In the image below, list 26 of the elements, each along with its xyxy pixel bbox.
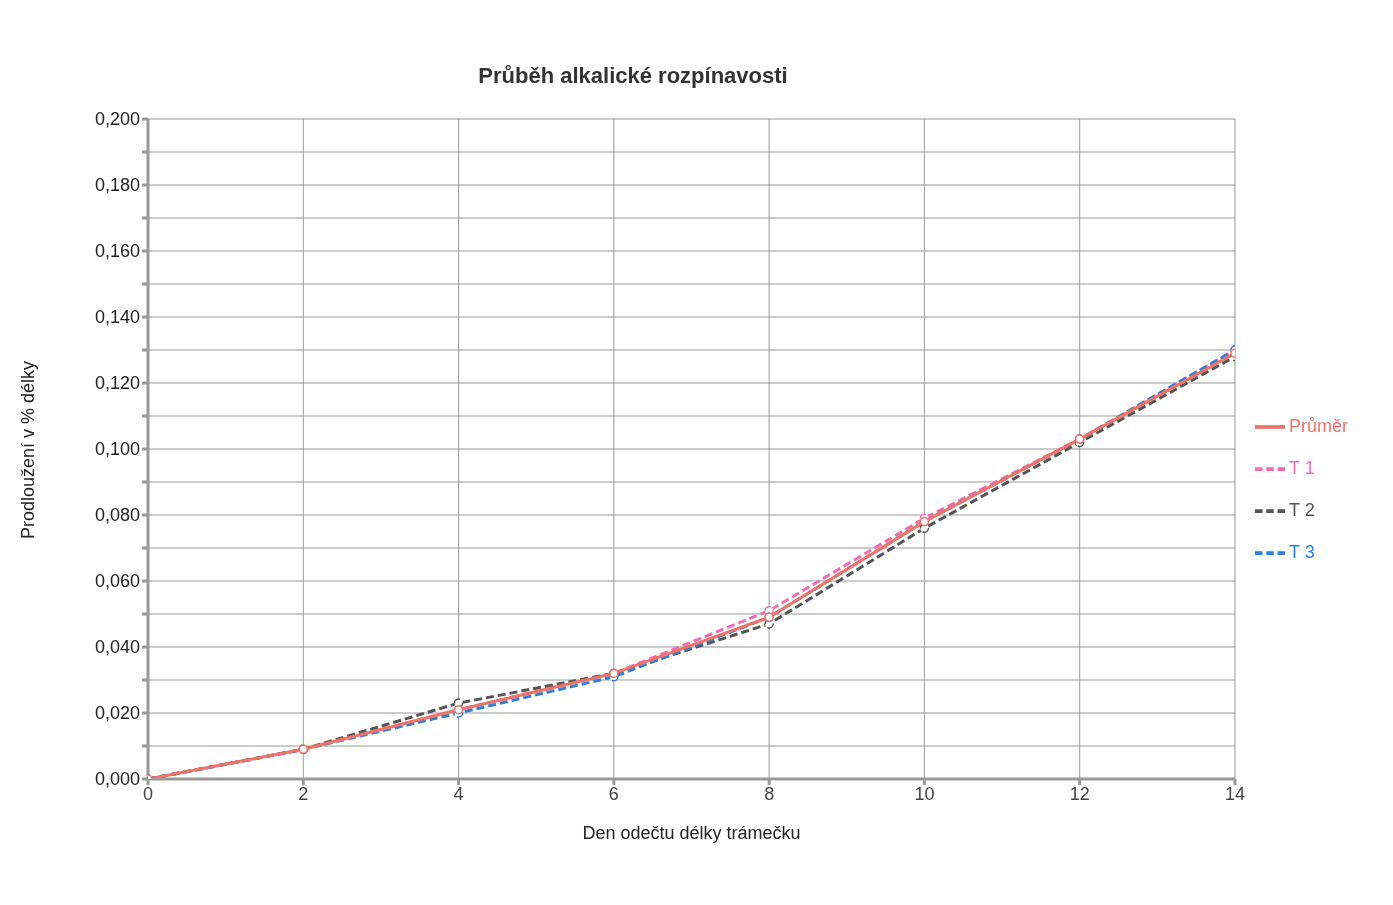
- x-tick-label: 10: [914, 783, 935, 804]
- y-tick-label: 0,080: [94, 505, 140, 526]
- x-tick-label: 2: [298, 783, 309, 804]
- y-tick-label: 0,000: [94, 769, 140, 790]
- y-tick-label: 0,060: [94, 571, 140, 592]
- y-tick-label: 0,020: [94, 703, 140, 724]
- x-tick-label: 8: [764, 783, 775, 804]
- y-tick-label: 0,180: [94, 175, 140, 196]
- y-tick-label: 0,160: [94, 241, 140, 262]
- chart-title: Průběh alkalické rozpínavosti: [477, 62, 789, 89]
- y-tick-label: 0,200: [94, 109, 140, 130]
- y-tick-label: 0,040: [94, 637, 140, 658]
- x-tick-label: 4: [453, 783, 464, 804]
- legend-label: Průměr: [1288, 416, 1348, 436]
- legend-label: T 2: [1288, 500, 1315, 520]
- x-axis-title: Den odečtu délky trámečku: [582, 823, 801, 843]
- y-tick-label: 0,100: [94, 439, 140, 460]
- x-tick-label: 0: [142, 783, 154, 804]
- y-axis-title: Prodloužení v % délky: [18, 360, 39, 539]
- x-tick-label: 12: [1069, 783, 1090, 804]
- x-tick-label: 6: [608, 783, 619, 804]
- legend-label: T 1: [1288, 458, 1315, 478]
- y-tick-label: 0,120: [94, 373, 140, 394]
- x-tick-label: 14: [1224, 783, 1245, 804]
- legend-label: T 3: [1288, 542, 1315, 562]
- y-tick-label: 0,140: [94, 307, 140, 328]
